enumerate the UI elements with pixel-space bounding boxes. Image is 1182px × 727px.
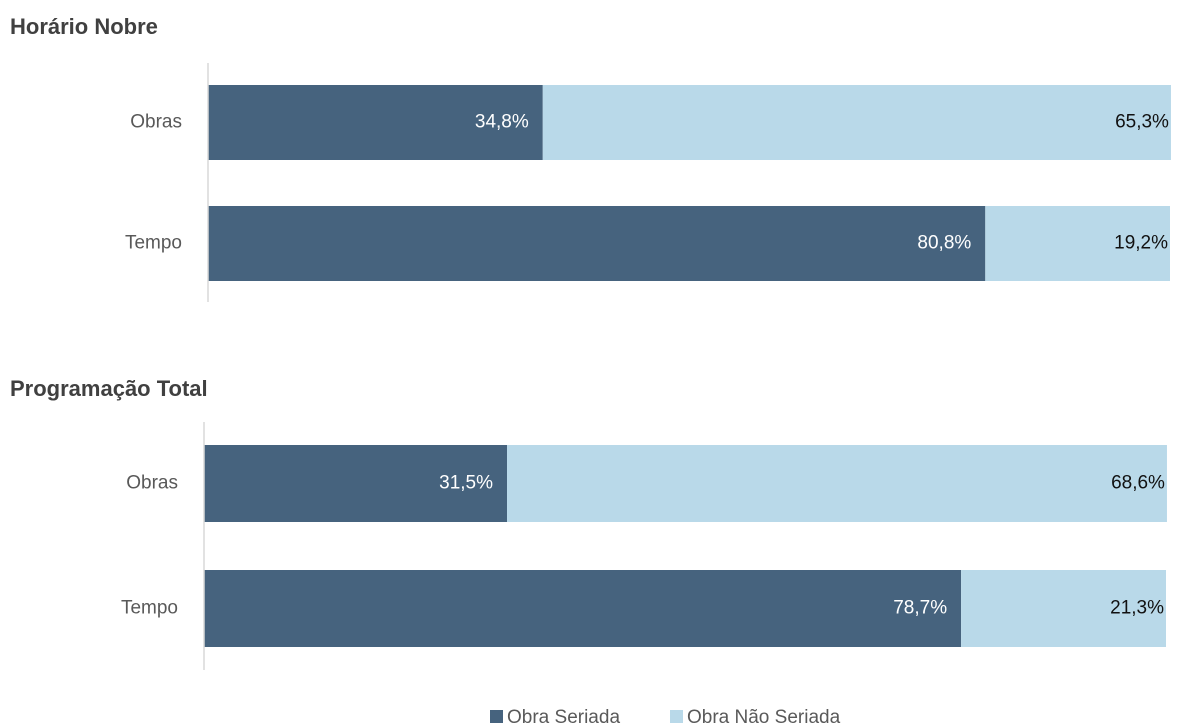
bar-segment: [208, 206, 986, 281]
bar-segment: [204, 445, 508, 522]
data-label: 31,5%: [439, 473, 493, 494]
data-label: 80,8%: [917, 233, 971, 254]
data-label: 34,8%: [475, 112, 529, 133]
bar-segment: [542, 85, 1171, 160]
chart-title: Programação Total: [10, 376, 208, 401]
legend-label: Obra Seriada: [507, 707, 620, 727]
bar-segment: [961, 570, 1166, 647]
chart-title: Horário Nobre: [10, 14, 158, 39]
y-tick-label: Tempo: [121, 598, 178, 619]
legend-swatch: [670, 710, 683, 723]
data-label: 68,6%: [1111, 473, 1165, 494]
data-label: 78,7%: [893, 598, 947, 619]
bar-segment: [985, 206, 1170, 281]
bar-segment: [208, 85, 543, 160]
y-tick-label: Tempo: [125, 233, 182, 254]
bar-segment: [204, 570, 962, 647]
data-label: 65,3%: [1115, 112, 1169, 133]
bar-segment: [507, 445, 1167, 522]
y-tick-label: Obras: [126, 473, 178, 494]
y-tick-label: Obras: [130, 112, 182, 133]
data-label: 21,3%: [1110, 598, 1164, 619]
legend-label: Obra Não Seriada: [687, 707, 841, 727]
data-label: 19,2%: [1114, 233, 1168, 254]
legend-swatch: [490, 710, 503, 723]
